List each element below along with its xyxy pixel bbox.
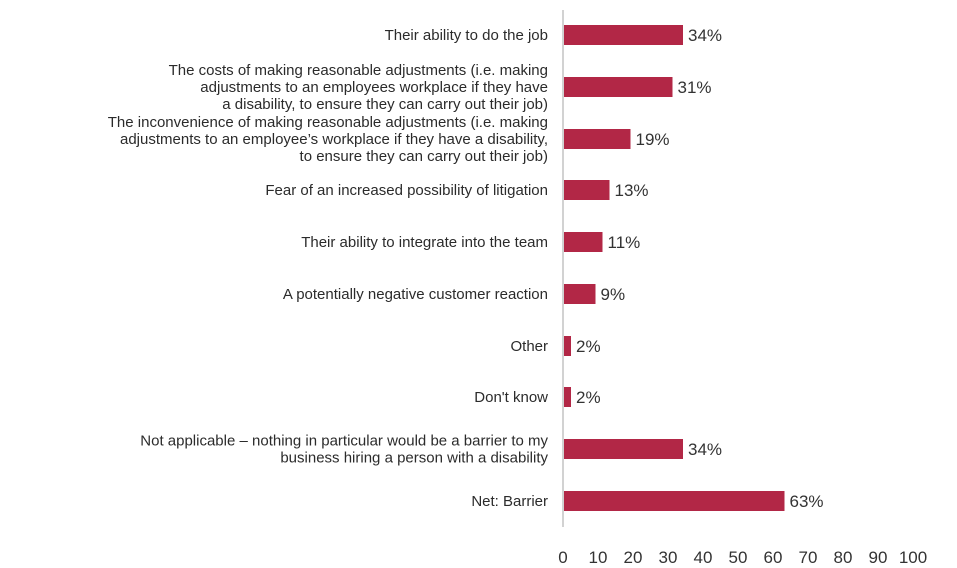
bar [564,491,785,511]
category-label: Their ability to integrate into the team [301,234,548,251]
category-label: A potentially negative customer reaction [283,286,548,303]
x-tick-label: 0 [558,548,567,567]
category-label: a disability, to ensure they can carry o… [222,96,548,113]
bar [564,129,631,149]
category-label: adjustments to an employee’s workplace i… [120,131,548,148]
x-tick-label: 100 [899,548,927,567]
bar [564,180,610,200]
data-label: 34% [688,440,722,459]
category-label: Their ability to do the job [385,27,548,44]
bar [564,284,596,304]
category-label: to ensure they can carry out their job) [300,148,548,165]
data-label: 2% [576,337,601,356]
category-label: Don't know [474,389,548,406]
bar [564,439,683,459]
category-label: The costs of making reasonable adjustmen… [169,62,548,79]
category-label: Not applicable – nothing in particular w… [140,433,548,450]
category-label: Fear of an increased possibility of liti… [265,182,548,199]
x-tick-label: 50 [729,548,748,567]
category-label: Net: Barrier [471,493,548,510]
category-label: adjustments to an employees workplace if… [200,79,548,96]
data-label: 11% [608,233,641,252]
x-tick-label: 40 [694,548,713,567]
bar [564,77,673,97]
data-label: 19% [636,130,670,149]
x-tick-label: 30 [659,548,678,567]
category-label: business hiring a person with a disabili… [280,450,548,467]
x-tick-label: 90 [869,548,888,567]
bar [564,387,571,407]
category-label: The inconvenience of making reasonable a… [108,114,548,131]
data-label: 31% [678,78,712,97]
x-tick-label: 10 [589,548,608,567]
data-label: 13% [615,181,649,200]
data-label: 2% [576,388,601,407]
bar [564,232,603,252]
data-label: 9% [601,285,626,304]
x-tick-label: 60 [764,548,783,567]
bar [564,336,571,356]
data-label: 34% [688,26,722,45]
x-tick-label: 20 [624,548,643,567]
bar [564,25,683,45]
x-tick-label: 70 [799,548,818,567]
category-label: Other [510,338,548,355]
x-tick-label: 80 [834,548,853,567]
data-label: 63% [790,492,824,511]
